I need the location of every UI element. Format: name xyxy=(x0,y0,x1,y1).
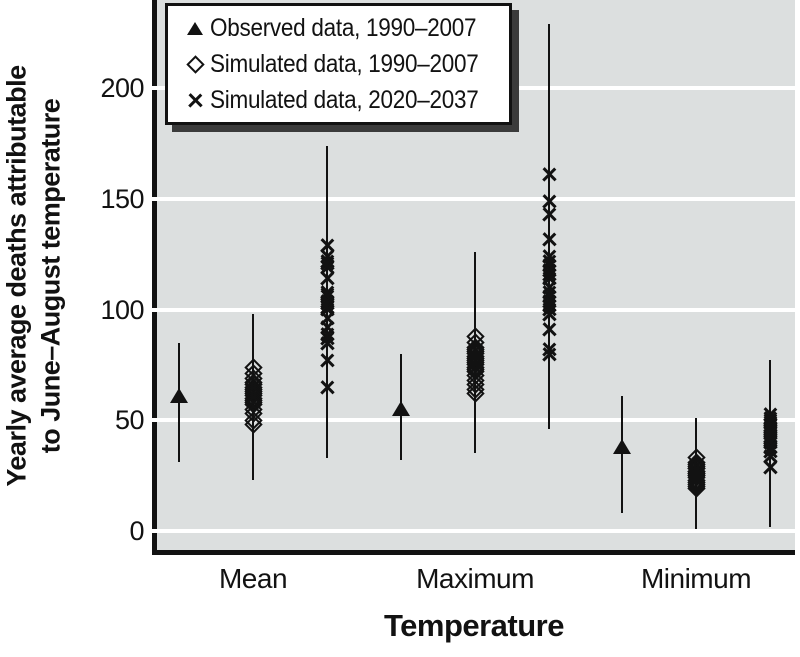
error-bar xyxy=(620,395,624,514)
observed-triangle-marker xyxy=(613,438,631,454)
simulated-x-marker xyxy=(764,460,777,473)
legend-item-observed: Observed data, 1990–2007 xyxy=(180,10,501,46)
axis-tick xyxy=(146,418,157,423)
gridline xyxy=(153,196,795,201)
simulated-x-marker xyxy=(543,323,556,336)
error-bar xyxy=(473,251,477,454)
y-tick-label: 0 xyxy=(129,516,144,546)
y-tick-label: 100 xyxy=(100,294,144,325)
y-axis-line xyxy=(152,0,157,555)
error-bar xyxy=(694,418,698,529)
triangle-icon xyxy=(180,21,210,35)
simulated-x-marker xyxy=(321,354,334,367)
category-label: Maximum xyxy=(416,563,534,594)
gridline xyxy=(153,529,795,533)
simulated-x-marker xyxy=(543,347,556,360)
simulated-x-marker xyxy=(543,168,556,181)
y-tick-label: 50 xyxy=(114,405,145,436)
y-tick-label: 150 xyxy=(100,183,144,214)
x-axis-title: Temperature xyxy=(384,608,565,643)
error-bar xyxy=(251,313,255,481)
axis-tick xyxy=(146,529,157,533)
legend-label: Simulated data, 1990–2007 xyxy=(210,49,479,78)
x-axis-line xyxy=(152,550,795,555)
legend: Observed data, 1990–2007 Simulated data,… xyxy=(165,3,512,125)
legend-label: Simulated data, 2020–2037 xyxy=(210,85,479,114)
legend-label: Observed data, 1990–2007 xyxy=(210,13,477,42)
axis-tick xyxy=(146,196,157,201)
axis-tick xyxy=(146,307,157,312)
error-bar xyxy=(547,23,551,430)
simulated-x-marker xyxy=(543,307,556,320)
category-label: Mean xyxy=(218,563,288,594)
simulated-x-marker xyxy=(321,381,334,394)
y-axis-title-line1: Yearly average deaths attributable xyxy=(1,65,32,487)
category-label: Minimum xyxy=(640,563,752,594)
simulated-x-marker xyxy=(543,194,556,207)
legend-item-simulated-1990: Simulated data, 1990–2007 xyxy=(180,46,501,82)
axis-tick xyxy=(146,86,157,90)
x-icon xyxy=(180,94,210,107)
y-tick-label: 200 xyxy=(100,73,144,103)
simulated-x-marker xyxy=(543,232,556,245)
simulated-x-marker xyxy=(321,272,334,285)
diamond-icon xyxy=(180,54,210,74)
legend-item-simulated-2020: Simulated data, 2020–2037 xyxy=(180,82,501,118)
simulated-x-marker xyxy=(321,336,334,349)
observed-triangle-marker xyxy=(170,387,188,403)
observed-triangle-marker xyxy=(392,401,410,417)
simulated-x-marker xyxy=(543,208,556,221)
